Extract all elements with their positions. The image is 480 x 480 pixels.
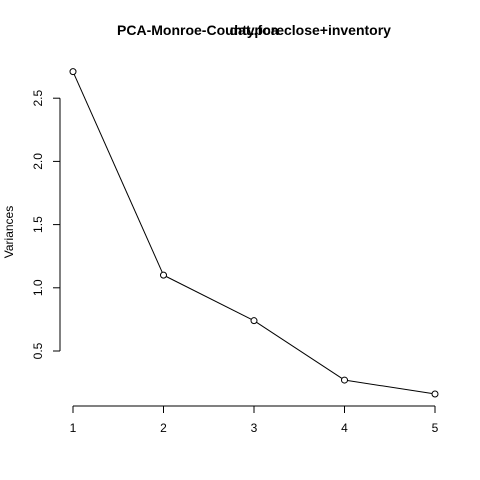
- y-tick-label: 2.5: [31, 90, 45, 107]
- chart-title-overlap: dat.pca: [229, 22, 278, 38]
- y-tick-label: 1.5: [31, 216, 45, 233]
- chart-title: PCA-Monroe-County.foreclose+inventory: [117, 22, 391, 38]
- y-tick-label: 1.0: [31, 279, 45, 296]
- series-segment: [347, 380, 433, 395]
- y-axis-label: Variances: [2, 206, 16, 258]
- x-tick-label: 5: [432, 421, 439, 435]
- series-segment: [73, 74, 163, 273]
- series-segment: [165, 276, 252, 320]
- y-tick-label: 0.5: [31, 342, 45, 359]
- x-tick-label: 4: [341, 421, 348, 435]
- series-line: [69, 68, 439, 398]
- data-point: [250, 317, 258, 325]
- data-point: [341, 376, 348, 384]
- data-point: [69, 68, 77, 76]
- x-tick-label: 3: [251, 421, 258, 435]
- data-point: [431, 390, 439, 398]
- axes: 1 2 3 4 5 0.5 1.0 1.5 2.0 2.5: [31, 90, 439, 435]
- series-segment: [256, 321, 343, 379]
- x-tick-label: 1: [70, 421, 77, 435]
- y-tick-label: 2.0: [31, 153, 45, 170]
- x-tick-label: 2: [160, 421, 167, 435]
- data-point: [160, 271, 167, 279]
